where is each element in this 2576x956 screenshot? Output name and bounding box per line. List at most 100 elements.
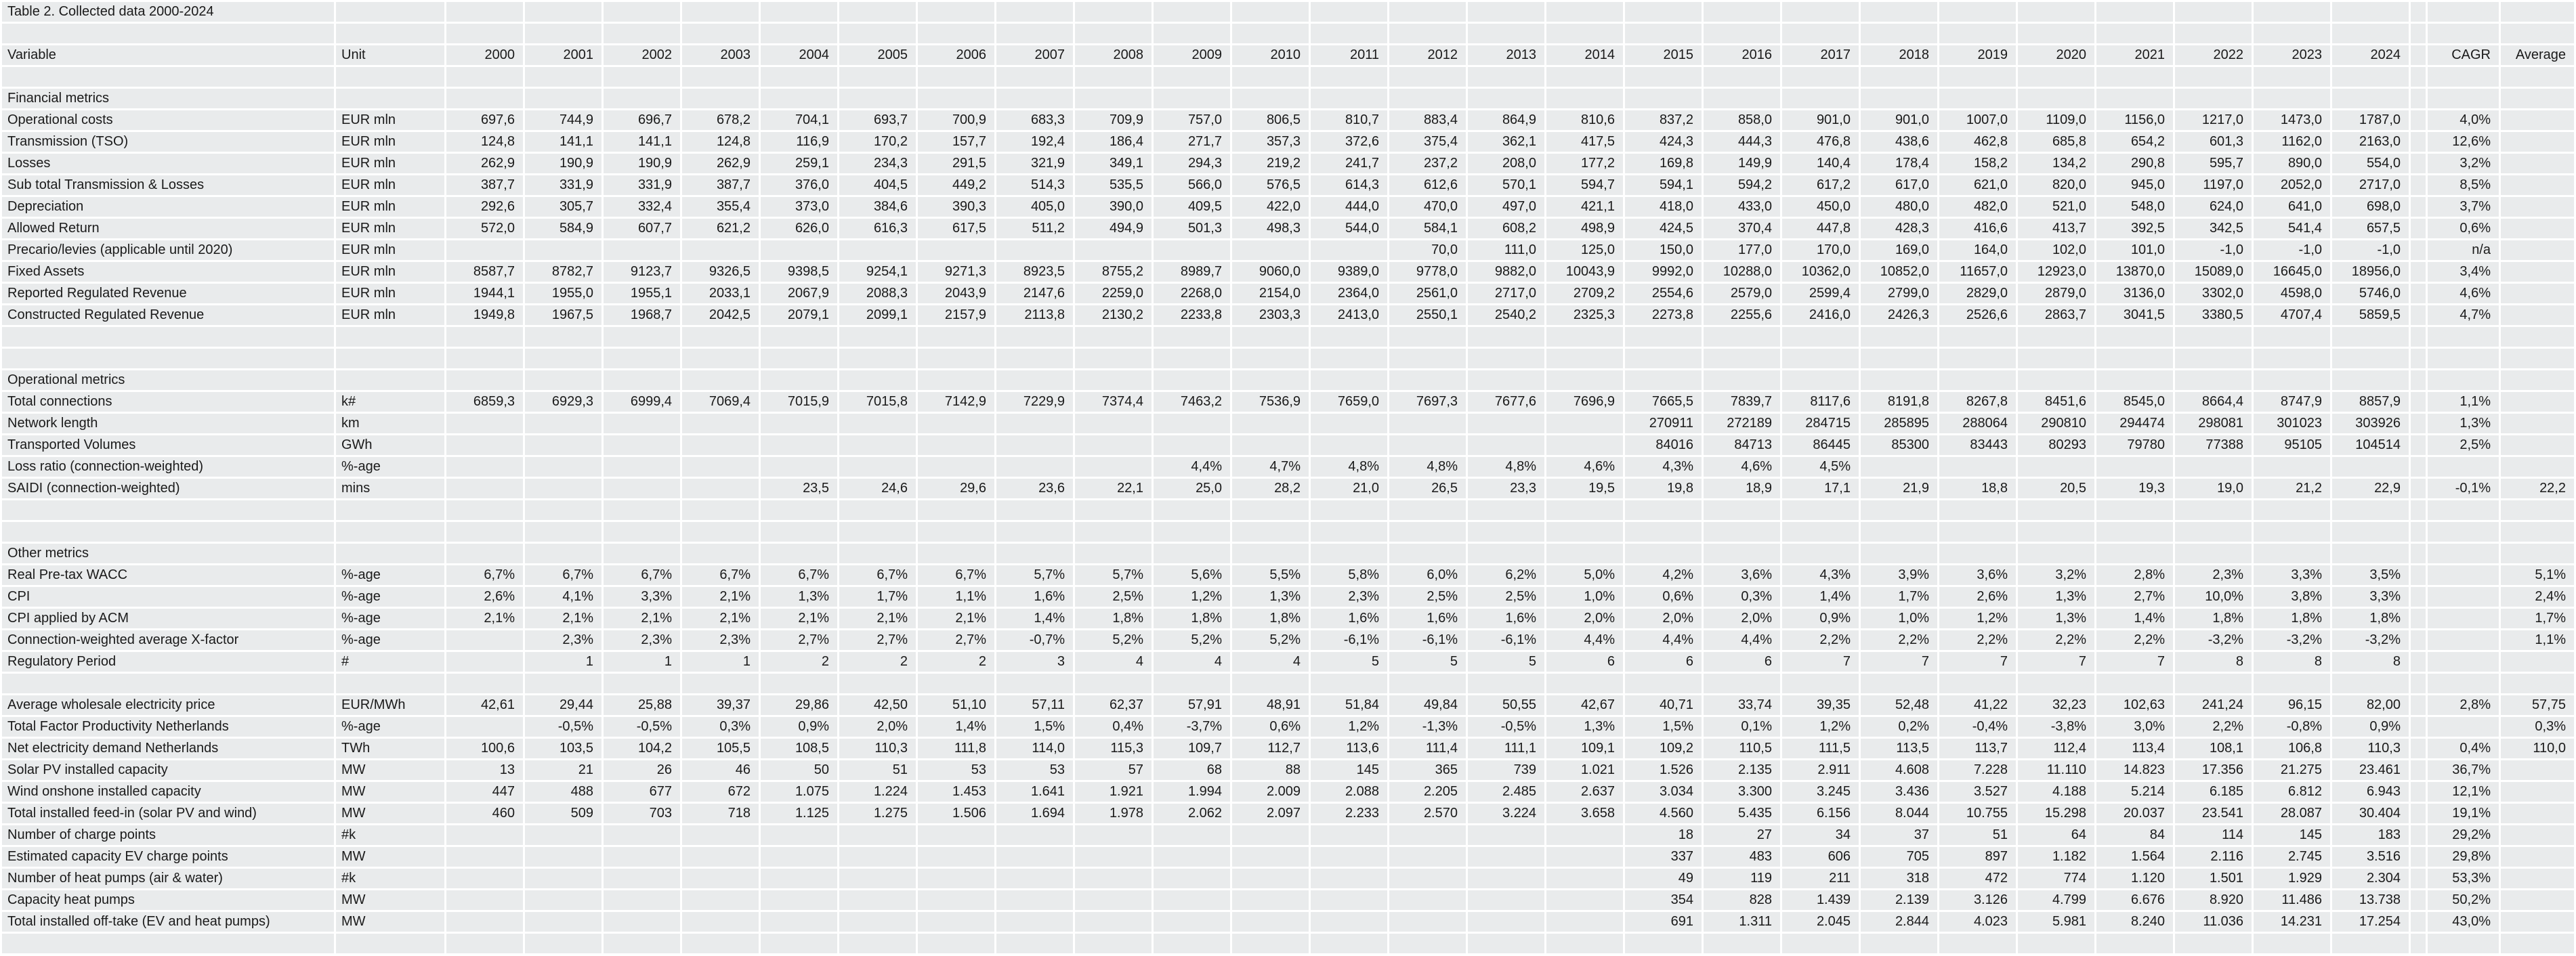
cell-value: 0,3% [1704, 587, 1780, 607]
cell-value: 1,8% [1075, 609, 1152, 628]
cell-value: 2.097 [1232, 804, 1309, 823]
cell-blank [2018, 500, 2094, 520]
cell-value: 416,6 [1939, 219, 2016, 238]
row-label: Total connections [2, 392, 334, 412]
cell-value: 1787,0 [2332, 110, 2409, 130]
cell-value: 3.126 [1939, 890, 2016, 910]
cell-value: 262,9 [446, 154, 523, 173]
cell-blank [525, 67, 601, 87]
cell-value [996, 414, 1073, 433]
cell-blank [996, 349, 1073, 368]
cell-value: 641,0 [2254, 197, 2330, 217]
cell-blank [2411, 154, 2426, 173]
cell-value: 521,0 [2018, 197, 2094, 217]
cell-value: 1.120 [2096, 869, 2173, 888]
cell-blank [336, 544, 444, 563]
cell-value: 2255,6 [1704, 305, 1780, 325]
row-unit: MW [336, 760, 444, 780]
col-header-year-2003: 2003 [682, 45, 759, 65]
cell-value: 2413,0 [1311, 305, 1387, 325]
cell-blank [1311, 544, 1387, 563]
cell-value: 2154,0 [1232, 284, 1309, 303]
cell-blank [2411, 695, 2426, 715]
cell-value [1232, 435, 1309, 455]
cell-value: 1.275 [839, 804, 916, 823]
cell-value: 438,6 [1861, 132, 1937, 152]
cell-value: 0,6% [1625, 587, 1702, 607]
cell-value: 901,0 [1861, 110, 1937, 130]
cell-value: 1,5% [1625, 717, 1702, 737]
cell-cagr: 2,5% [2428, 435, 2499, 455]
table-row: Depreciation EUR mln 292,6 305,7 332,4 355,4 3… [2, 197, 2574, 217]
cell-value: 234,3 [839, 154, 916, 173]
col-header-year-2018: 2018 [1861, 45, 1937, 65]
cell-blank [1939, 89, 2016, 108]
cell-value: 5,6% [1154, 565, 1230, 585]
cell-blank [1861, 24, 1937, 43]
cell-value: 13 [446, 760, 523, 780]
cell-blank [1311, 2, 1387, 22]
cell-value [1546, 890, 1623, 910]
cell-value: 2088,3 [839, 284, 916, 303]
cell-value: 186,4 [1075, 132, 1152, 152]
cell-value [1154, 847, 1230, 867]
cell-value: 698,0 [2332, 197, 2409, 217]
cell-blank [1939, 24, 2016, 43]
cell-blank [1154, 2, 1230, 22]
cell-blank [604, 24, 680, 43]
cell-blank [2411, 717, 2426, 737]
cell-blank [1232, 2, 1309, 22]
cell-cagr [2428, 717, 2499, 737]
row-label: Regulatory Period [2, 652, 334, 672]
row-unit: %-age [336, 609, 444, 628]
cell-value: 103,5 [525, 739, 601, 758]
cell-value: 2,1% [446, 609, 523, 628]
cell-value [1546, 912, 1623, 932]
cell-value: 0,3% [682, 717, 759, 737]
cell-value: 1.439 [1782, 890, 1859, 910]
cell-value: 1,4% [996, 609, 1073, 628]
cell-blank [336, 522, 444, 542]
cell-value: 51,84 [1311, 695, 1387, 715]
cell-value: 2.062 [1154, 804, 1230, 823]
cell-value: 365 [1389, 760, 1466, 780]
cell-value: 4 [1232, 652, 1309, 672]
cell-blank [839, 24, 916, 43]
cell-value: 7677,6 [1468, 392, 1544, 412]
cell-value: 5,7% [996, 565, 1073, 585]
cell-value [1389, 847, 1466, 867]
cell-value [996, 457, 1073, 477]
cell-blank [682, 67, 759, 87]
cell-value: 606 [1782, 847, 1859, 867]
row-label: Solar PV installed capacity [2, 760, 334, 780]
cell-blank [682, 522, 759, 542]
cell-value: 447,8 [1782, 219, 1859, 238]
cell-blank [1704, 674, 1780, 693]
cell-value: -0,7% [996, 630, 1073, 650]
cell-value: 1,0% [1546, 587, 1623, 607]
spacer-row [2, 67, 2574, 87]
cell-blank [1468, 522, 1544, 542]
cell-blank [2175, 24, 2252, 43]
cell-value [1075, 890, 1152, 910]
cell-blank [1625, 2, 1702, 22]
cell-blank [2018, 67, 2094, 87]
cell-value [918, 414, 994, 433]
cell-value: 4,4% [1546, 630, 1623, 650]
cell-cagr: 1,1% [2428, 392, 2499, 412]
cell-value [682, 240, 759, 260]
cell-blank [2018, 934, 2094, 953]
cell-value: 1 [525, 652, 601, 672]
cell-value: 102,0 [2018, 240, 2094, 260]
cell-value: 51 [839, 760, 916, 780]
row-unit: EUR mln [336, 110, 444, 130]
cell-value [996, 912, 1073, 932]
cell-blank [1546, 674, 1623, 693]
cell-blank [2254, 674, 2330, 693]
cell-value: 683,3 [996, 110, 1073, 130]
row-unit: GWh [336, 435, 444, 455]
cell-value: 110,3 [2332, 739, 2409, 758]
cell-blank [1939, 500, 2016, 520]
cell-value: 9389,0 [1311, 262, 1387, 282]
cell-blank [1154, 674, 1230, 693]
